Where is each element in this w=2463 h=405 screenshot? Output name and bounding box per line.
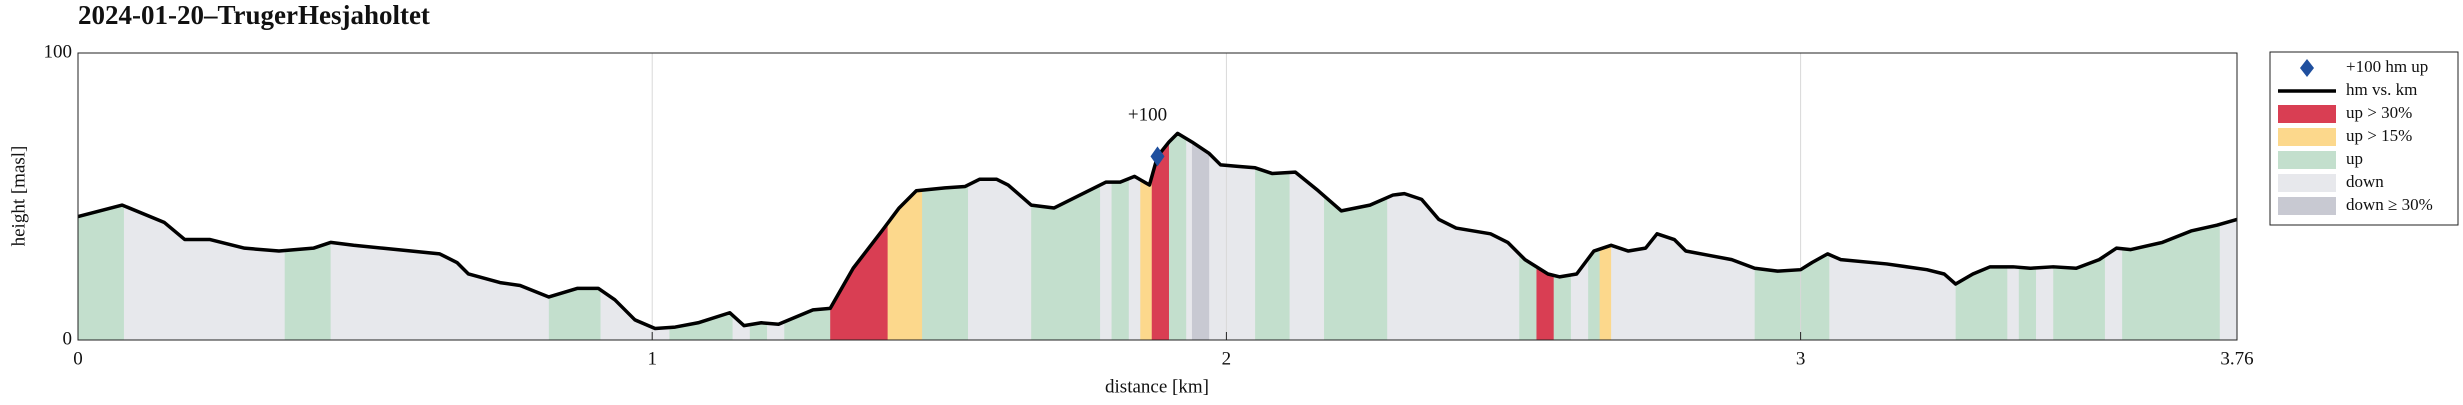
band <box>2018 133 2037 340</box>
x-axis-label: distance [km] <box>1105 376 1209 397</box>
band <box>2036 133 2054 340</box>
band <box>922 133 969 340</box>
band <box>1191 133 1210 340</box>
band <box>1186 133 1193 340</box>
y-tick-label: 0 <box>63 328 73 349</box>
marker-label: +100 <box>1128 105 1167 126</box>
x-tick-label: 1 <box>647 348 657 369</box>
band <box>1324 133 1388 340</box>
band <box>669 133 734 340</box>
legend-swatch <box>2278 105 2336 123</box>
band <box>2104 133 2123 340</box>
legend-label: down ≥ 30% <box>2346 195 2433 214</box>
y-axis-label: height [masl] <box>8 146 29 247</box>
band <box>1611 133 1756 340</box>
band <box>887 133 923 340</box>
band <box>830 133 889 340</box>
marker <box>1150 146 1165 167</box>
chart-title: 2024-01-20–TrugerHesjaholtet <box>78 0 430 30</box>
band <box>1570 133 1589 340</box>
band <box>1031 133 1101 340</box>
band <box>1599 133 1612 340</box>
band <box>123 133 286 340</box>
band <box>1754 133 1830 340</box>
band <box>1255 133 1291 340</box>
legend-label: +100 hm up <box>2346 57 2428 76</box>
band <box>1289 133 1325 340</box>
band <box>1209 133 1256 340</box>
legend-label: hm vs. km <box>2346 80 2417 99</box>
legend-swatch <box>2278 197 2336 215</box>
band <box>1955 133 2008 340</box>
band <box>2007 133 2020 340</box>
legend-swatch <box>2278 128 2336 146</box>
band <box>1553 133 1572 340</box>
band <box>732 133 751 340</box>
legend-swatch <box>2278 174 2336 192</box>
band <box>548 133 602 340</box>
x-tick-label: 3 <box>1796 348 1806 369</box>
band <box>1519 133 1537 340</box>
band <box>78 133 125 340</box>
legend-marker <box>2300 59 2314 77</box>
band <box>1151 133 1170 340</box>
band <box>767 133 785 340</box>
band <box>1536 133 1555 340</box>
band <box>1387 133 1520 340</box>
y-tick-label: 100 <box>44 41 73 62</box>
legend-label: up > 30% <box>2346 103 2412 122</box>
legend-swatch <box>2278 151 2336 169</box>
band <box>749 133 768 340</box>
band <box>1100 133 1113 340</box>
x-tick-label: 3.76 <box>2220 348 2253 369</box>
legend-label: up <box>2346 149 2363 168</box>
band <box>2053 133 2106 340</box>
band <box>1168 133 1187 340</box>
band <box>1111 133 1130 340</box>
legend-label: up > 15% <box>2346 126 2412 145</box>
band <box>330 133 550 340</box>
legend-label: down <box>2346 172 2384 191</box>
band <box>1140 133 1153 340</box>
x-tick-label: 0 <box>73 348 83 369</box>
band <box>1829 133 1957 340</box>
band <box>2219 133 2237 340</box>
bands <box>78 133 2237 340</box>
band <box>1588 133 1601 340</box>
x-tick-label: 2 <box>1222 348 1232 369</box>
band <box>784 133 831 340</box>
band <box>2122 133 2221 340</box>
profile-line <box>77 131 2238 331</box>
band <box>1128 133 1141 340</box>
plot-frame <box>77 52 2238 341</box>
band <box>284 133 332 340</box>
